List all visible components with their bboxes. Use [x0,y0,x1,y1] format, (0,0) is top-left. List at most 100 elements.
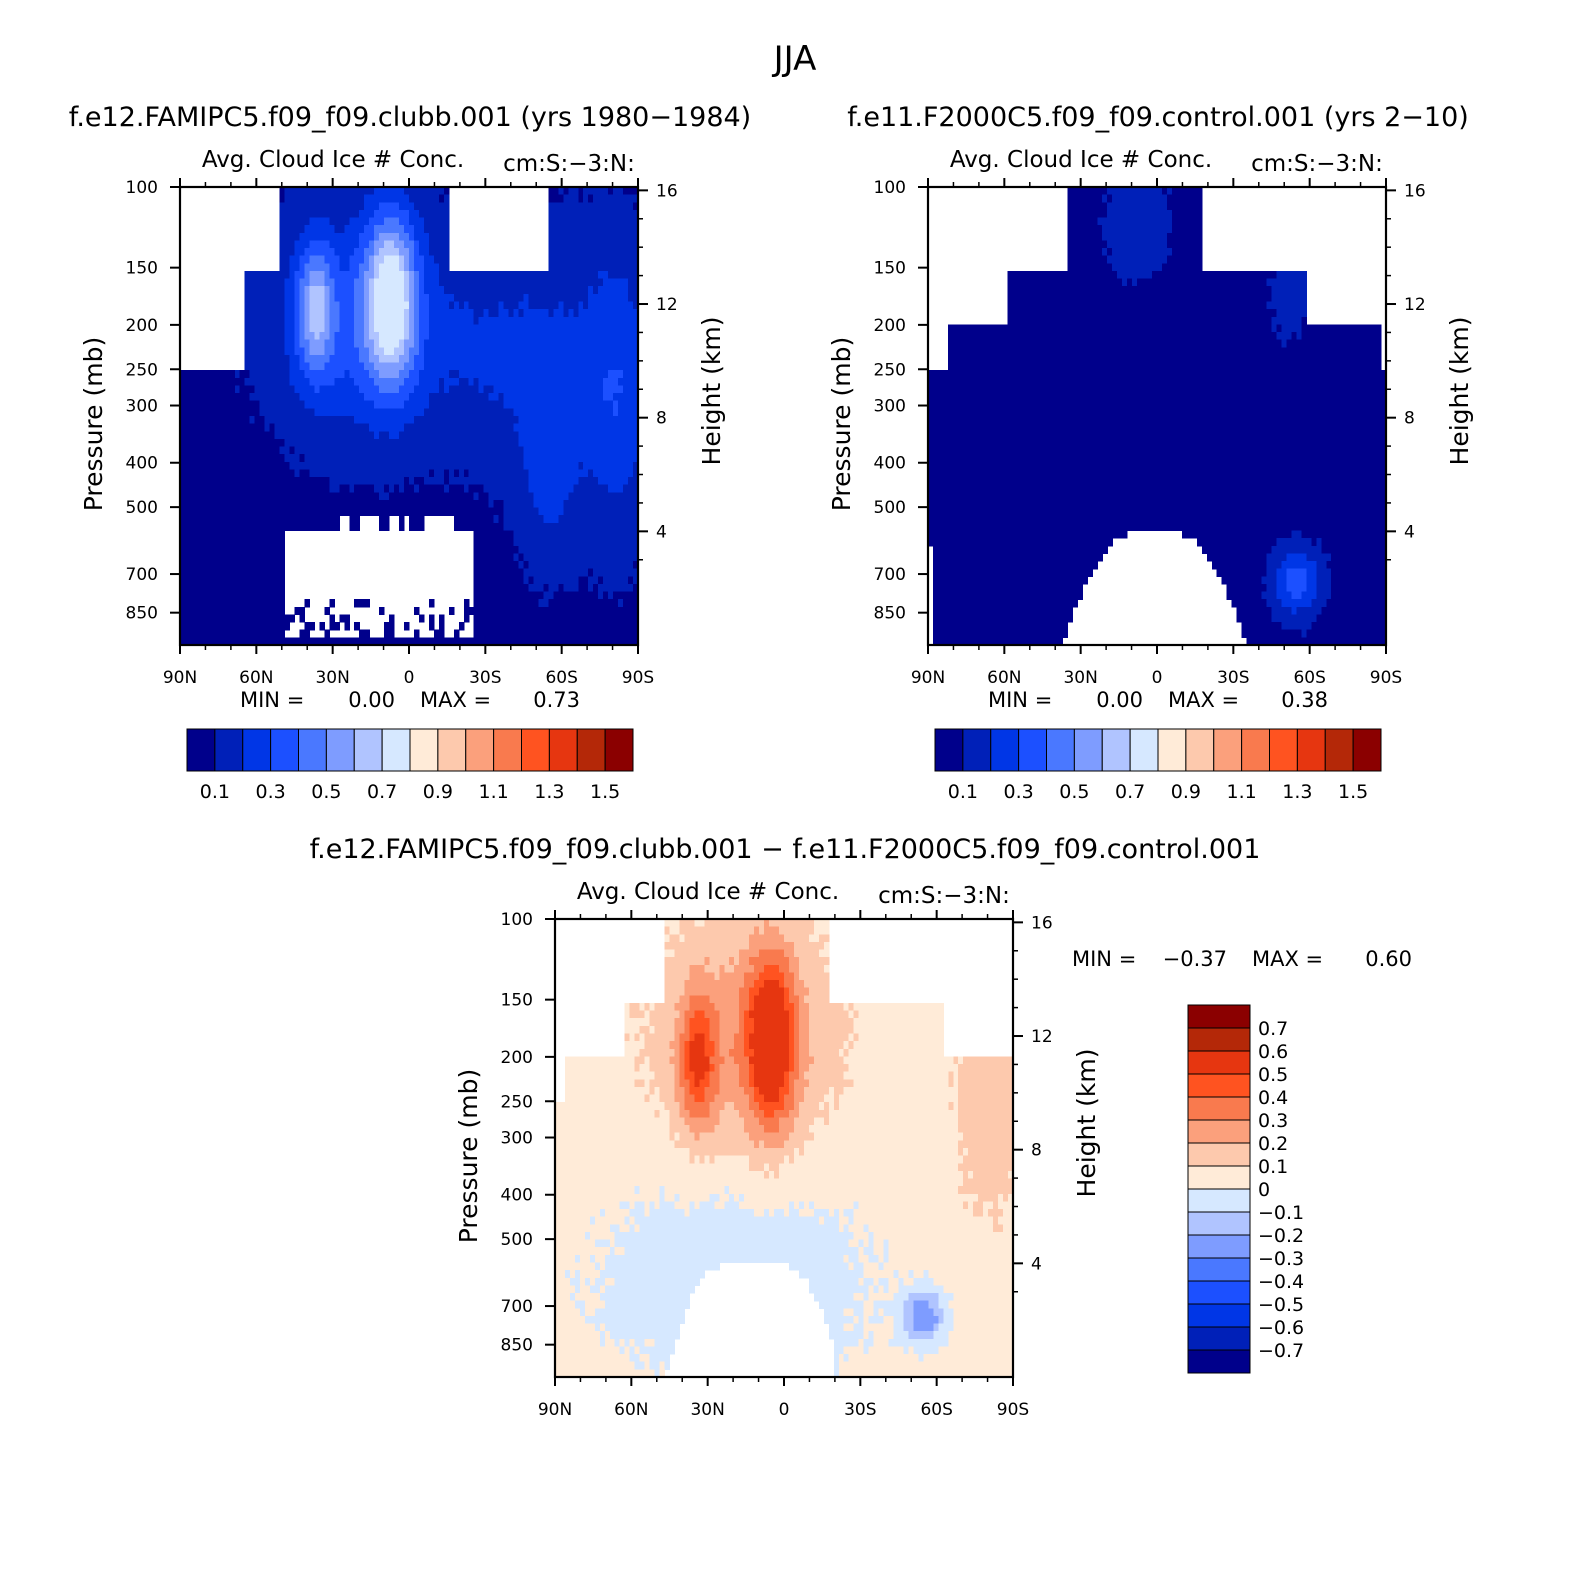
heatmap-cell [324,187,330,196]
heatmap-cell [568,377,574,387]
heatmap-cell [359,225,365,234]
heatmap-cell [1052,270,1059,280]
heatmap-cell [339,240,345,249]
heatmap-cell [523,591,530,600]
heatmap-cell [344,469,350,478]
heatmap-cell [329,431,335,440]
heatmap-cell [613,362,619,371]
heatmap-cell [1077,202,1083,211]
heatmap-cell [1196,278,1203,287]
heatmap-cell [538,545,545,554]
heatmap-cell [463,438,470,448]
heatmap-cell [379,309,385,318]
heatmap-cell [379,301,385,310]
heatmap-cell [239,599,246,608]
heatmap-cell [578,393,584,402]
heatmap-cell [623,568,629,577]
heatmap-cell [578,301,584,310]
heatmap-cell [194,416,201,425]
heatmap-cell [628,477,634,486]
heatmap-cell [344,301,350,310]
heatmap-cell [274,339,281,348]
heatmap-cell [194,446,201,455]
heatmap-cell [264,393,271,402]
heatmap-cell [384,309,390,318]
heatmap-cell [618,492,624,501]
heatmap-cell [244,538,251,547]
heatmap-cell [180,599,186,608]
heatmap-cell [433,187,440,196]
heatmap-cell [1127,217,1133,226]
heatmap-cell [229,484,236,493]
heatmap-cell [508,530,515,539]
heatmap-cell [289,469,296,478]
heatmap-cell [1077,270,1083,280]
heatmap-cell [1176,225,1183,234]
heatmap-cell [394,393,400,402]
heatmap-cell [1077,248,1083,257]
heatmap-cell [379,255,385,264]
heatmap-cell [563,209,569,219]
heatmap-cell [613,637,619,646]
heatmap-cell [513,599,520,608]
heatmap-cell [503,286,510,295]
heatmap-cell [299,477,306,486]
heatmap-cell [349,316,355,325]
heatmap-cell [239,492,246,501]
heatmap-cell [628,393,634,402]
heatmap-cell [428,431,435,440]
heatmap-cell [279,606,286,616]
heatmap-cell [1171,187,1178,196]
heatmap-cell [543,629,549,638]
heatmap-cell [503,492,510,501]
heatmap-cell [588,492,594,501]
heatmap-cell [364,362,370,371]
heatmap-cell [578,629,584,638]
heatmap-cell [180,438,186,448]
heatmap-cell [229,438,236,448]
heatmap-cell [219,583,226,593]
heatmap-cell [593,522,599,532]
heatmap-cell [229,393,236,402]
heatmap-cell [433,270,440,280]
heatmap-cell [274,385,281,394]
heatmap-cell [259,301,266,310]
heatmap-cell [423,438,430,448]
heatmap-cell [314,263,320,272]
heatmap-cell [199,492,206,501]
heatmap-cell [324,255,330,264]
heatmap-cell [224,477,231,486]
heatmap-cell [538,446,545,455]
heatmap-cell [533,377,540,387]
heatmap-cell [209,370,216,379]
heatmap-cell [473,507,480,516]
heatmap-cell [613,248,619,257]
heatmap-cell [1186,270,1193,280]
heatmap-cell [269,362,276,371]
heatmap-cell [1176,194,1183,203]
heatmap-cell [478,347,485,356]
heatmap-cell [309,370,316,379]
heatmap-cell [229,622,236,631]
heatmap-cell [219,385,226,394]
heatmap-cell [418,637,425,646]
heatmap-cell [379,202,385,211]
heatmap-cell [498,484,505,493]
heatmap-cell [438,454,445,463]
heatmap-cell [394,202,400,211]
heatmap-cell [344,507,350,516]
heatmap-cell [409,408,415,417]
heatmap-cell [1157,217,1163,226]
heatmap-cell [1107,270,1113,280]
heatmap-cell [369,461,375,471]
heatmap-cell [399,423,405,432]
heatmap-cell [244,278,251,287]
heatmap-cell [468,438,475,448]
heatmap-cell [374,400,380,409]
heatmap-cell [568,461,574,471]
heatmap-cell [354,385,360,394]
heatmap-cell [389,393,395,402]
heatmap-cell [379,209,385,219]
heatmap-cell [488,576,495,585]
heatmap-cell [180,622,186,631]
